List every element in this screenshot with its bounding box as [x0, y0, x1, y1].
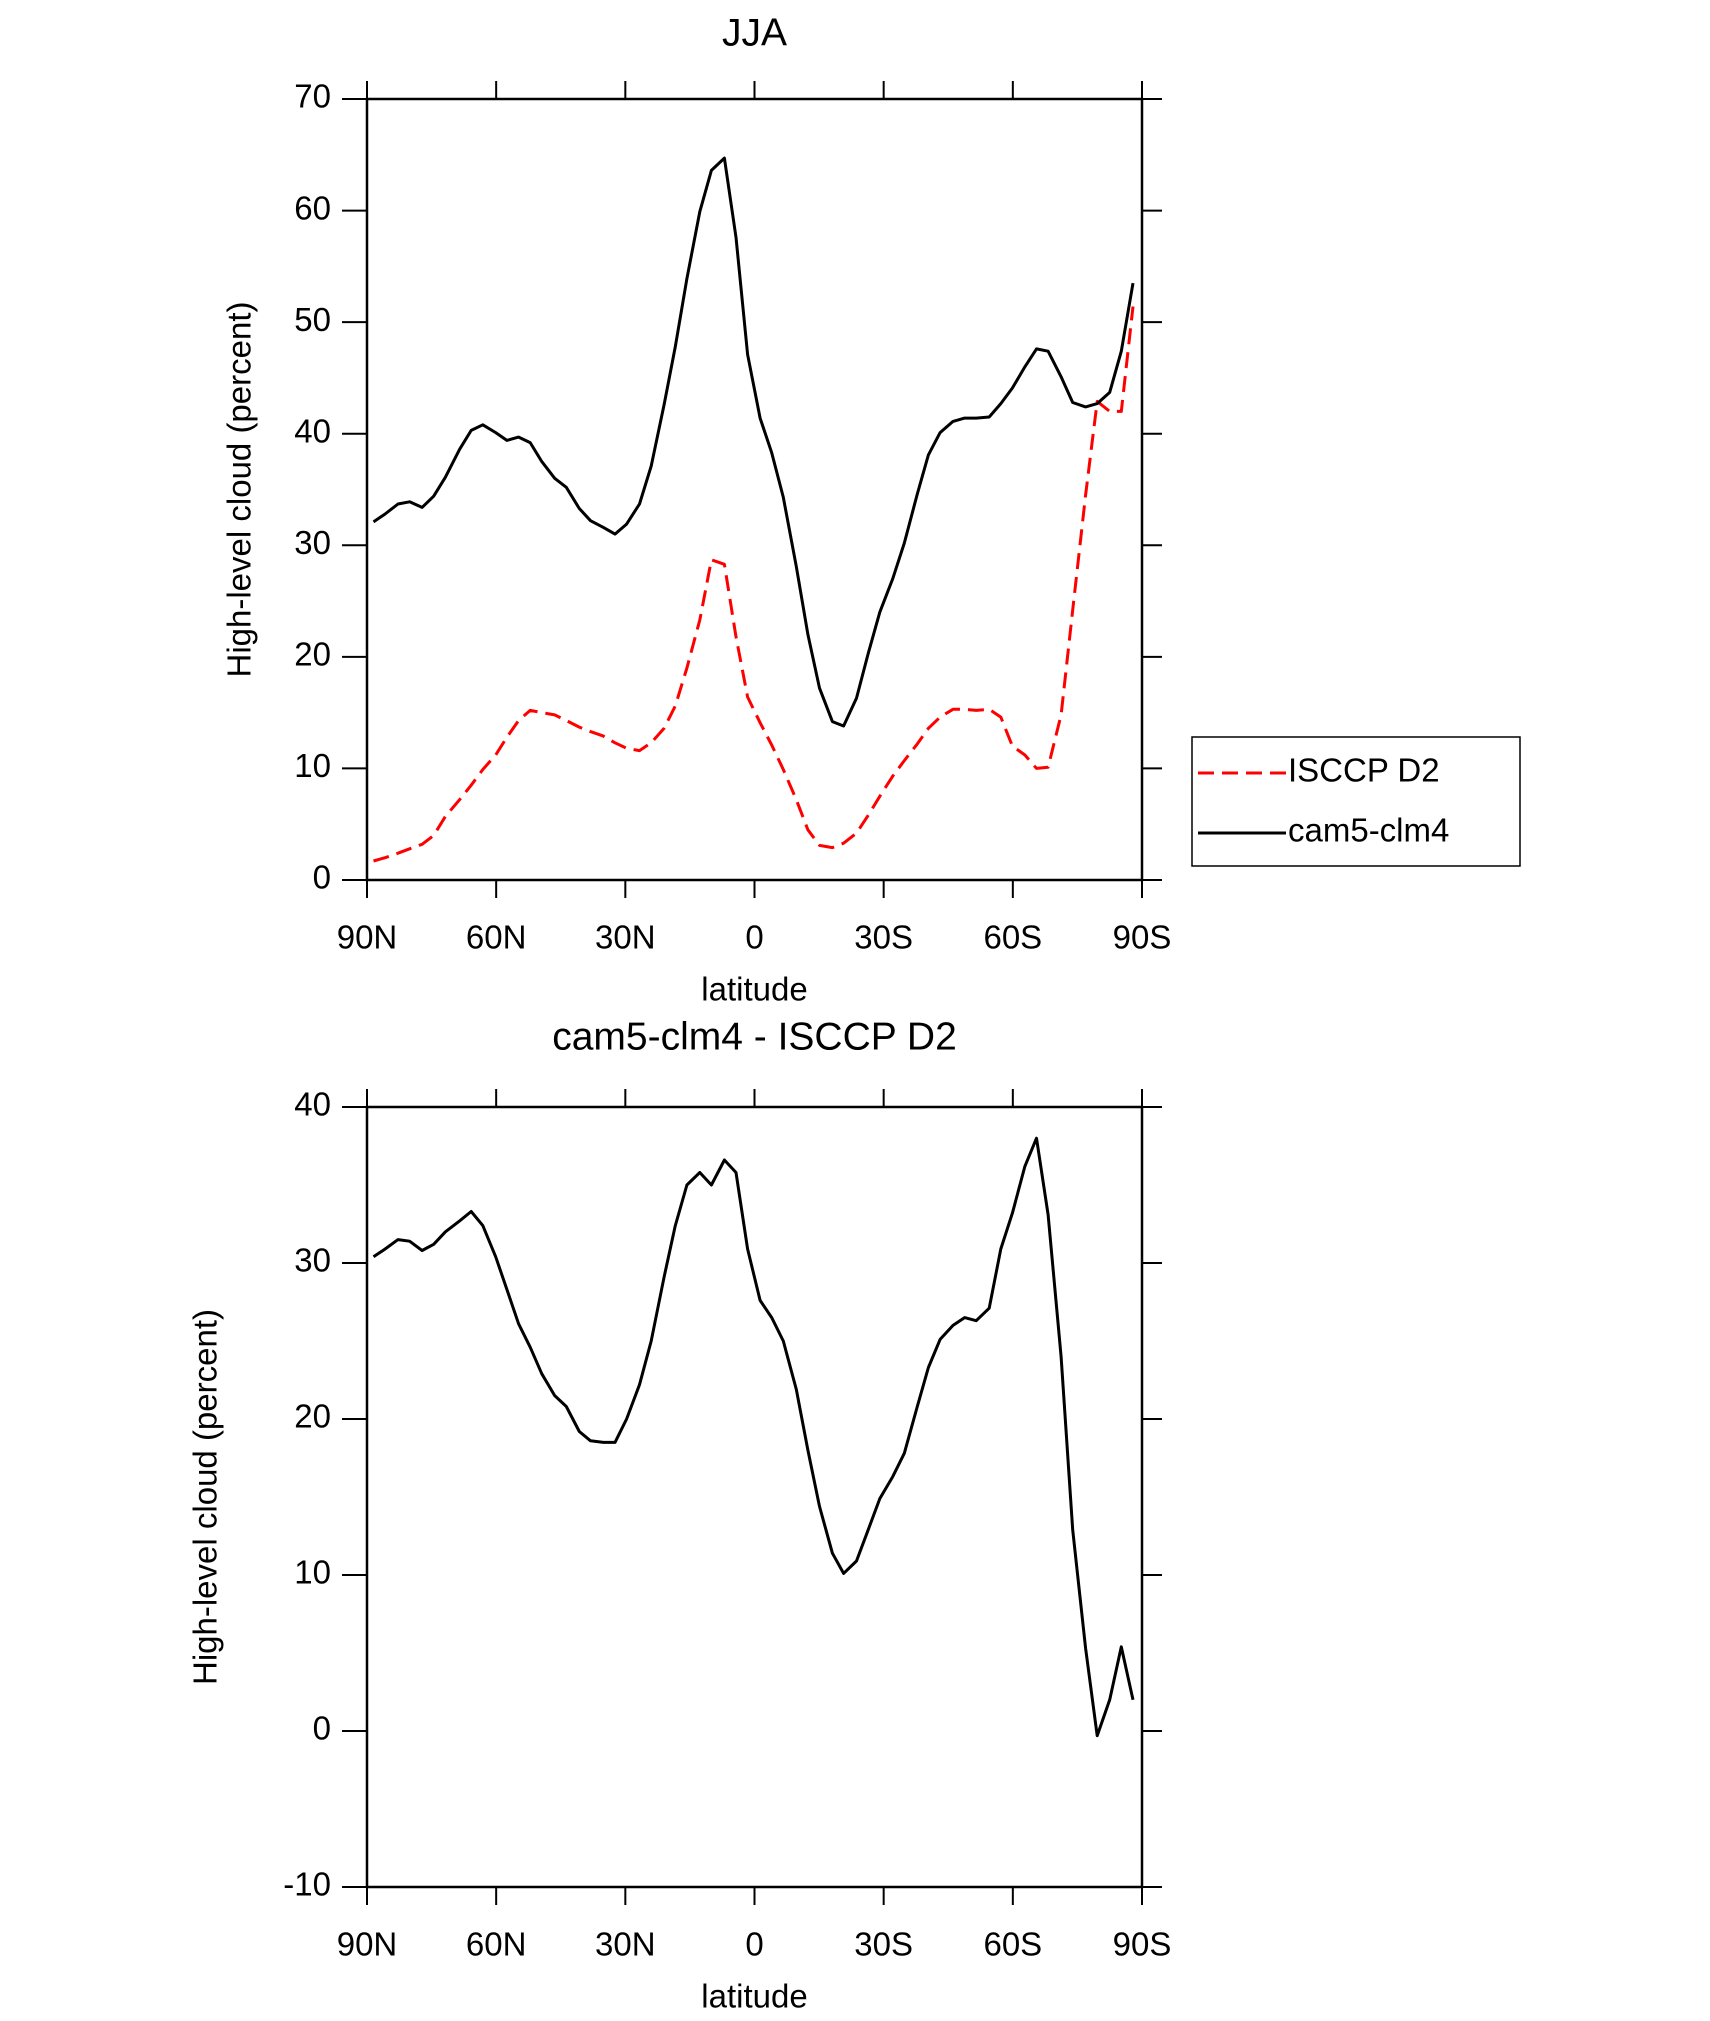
x-tick-label: 0 [745, 919, 763, 956]
x-tick-label: 30S [854, 919, 913, 956]
y-tick-label: 30 [294, 1242, 331, 1279]
y-tick-label: 50 [294, 301, 331, 338]
x-tick-label: 0 [745, 1926, 763, 1963]
chart-title: cam5-clm4 - ISCCP D2 [552, 1015, 957, 1058]
x-tick-label: 60N [466, 919, 527, 956]
plot-frame [365, 97, 1144, 882]
y-tick-label: 60 [294, 189, 331, 226]
chart-title: JJA [722, 11, 787, 54]
data-line [372, 1136, 1135, 1738]
y-tick-label: 10 [294, 1554, 331, 1591]
x-tick-label: 30S [854, 1926, 913, 1963]
x-tick-label: 90N [337, 919, 398, 956]
plot-frame [365, 1105, 1144, 1889]
x-axis-label: latitude [701, 1978, 807, 2015]
x-axis-label: latitude [701, 971, 807, 1008]
y-tick-label: 20 [294, 1398, 331, 1435]
legend-label: ISCCP D2 [1288, 752, 1440, 789]
x-tick-label: 30N [595, 919, 656, 956]
legend-box [1191, 736, 1521, 867]
legend-label: cam5-clm4 [1288, 812, 1449, 849]
x-tick-label: 60S [983, 1926, 1042, 1963]
y-tick-label: 0 [313, 1710, 331, 1747]
y-axis-label: High-level cloud (percent) [187, 1309, 224, 1685]
y-tick-label: 20 [294, 636, 331, 673]
x-tick-label: 90N [337, 1926, 398, 1963]
y-tick-label: 40 [294, 412, 331, 449]
y-tick-label: -10 [283, 1866, 331, 1903]
y-axis-label: High-level cloud (percent) [221, 301, 258, 677]
data-line [373, 306, 1135, 863]
y-tick-label: 40 [294, 1086, 331, 1123]
y-tick-label: 30 [294, 524, 331, 561]
x-tick-label: 90S [1113, 919, 1172, 956]
x-tick-label: 30N [595, 1926, 656, 1963]
y-tick-label: 0 [313, 859, 331, 896]
x-tick-label: 90S [1113, 1926, 1172, 1963]
y-tick-label: 10 [294, 747, 331, 784]
data-line [372, 156, 1135, 728]
x-tick-label: 60N [466, 1926, 527, 1963]
y-tick-label: 70 [294, 78, 331, 115]
x-tick-label: 60S [983, 919, 1042, 956]
